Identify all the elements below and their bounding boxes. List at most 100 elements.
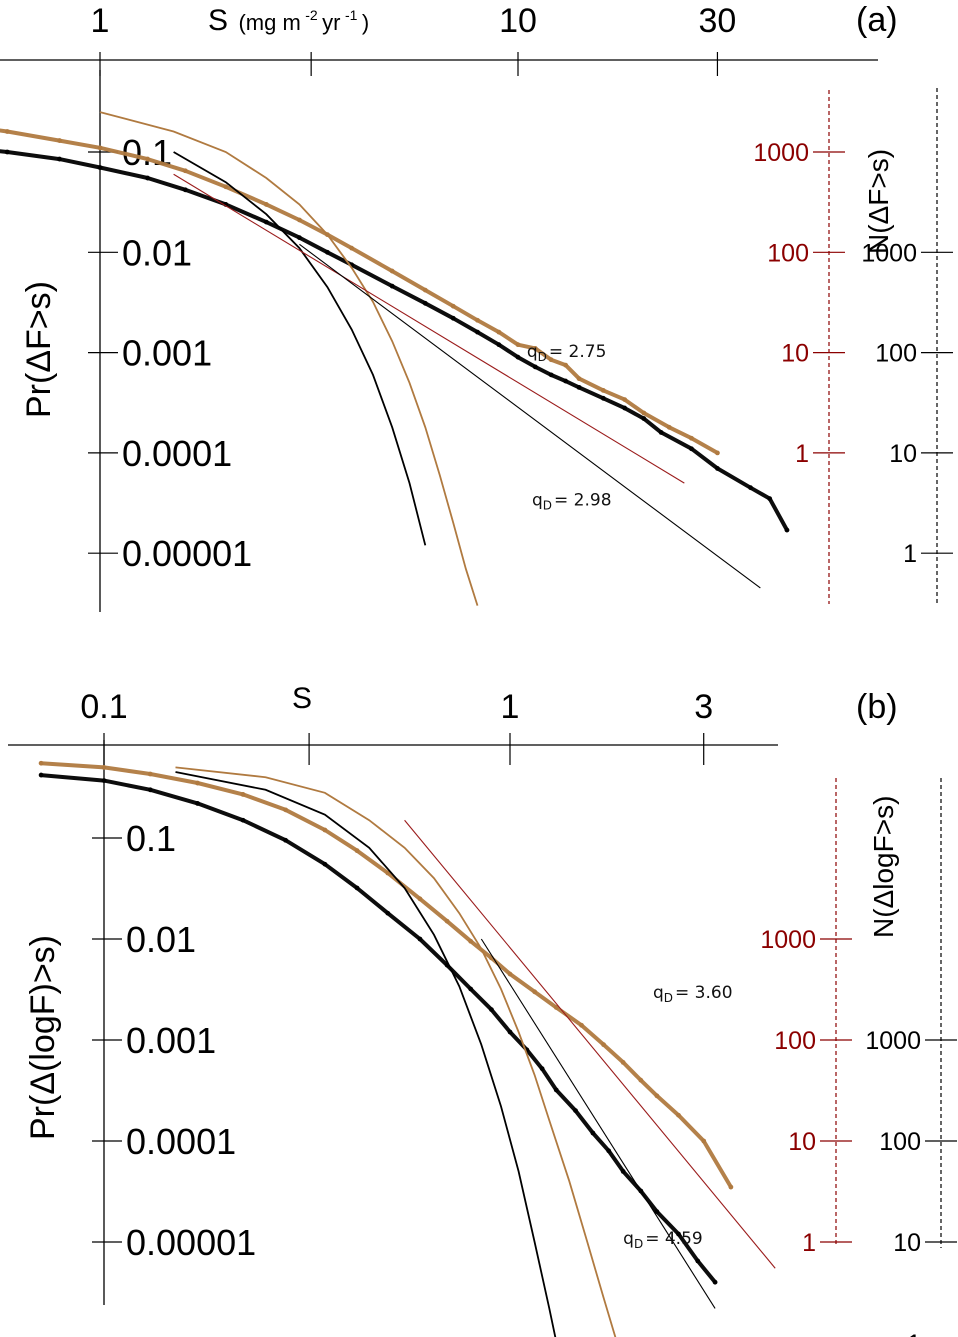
fine-empirical-point bbox=[385, 910, 391, 916]
bulk-empirical-point bbox=[689, 435, 694, 441]
fine-empirical-point bbox=[590, 1130, 596, 1136]
y-tick-label: 0.001 bbox=[126, 1020, 216, 1061]
fine-exponential-fit bbox=[173, 151, 427, 546]
fine-empirical-point bbox=[4, 149, 10, 155]
qd-symbol: q bbox=[532, 490, 543, 510]
fine-empirical-point bbox=[297, 235, 302, 241]
bulk-empirical-point bbox=[182, 168, 188, 174]
bulk-empirical-point bbox=[389, 268, 395, 274]
fine-empirical-point bbox=[97, 165, 103, 170]
bulk-empirical-point bbox=[563, 362, 569, 368]
y-tick-label: 0.001 bbox=[122, 333, 212, 374]
fine-empirical-point bbox=[450, 315, 456, 321]
count-axis-fine-tick-label: 100 bbox=[875, 340, 917, 368]
qd-annotation: qD = 4.59 bbox=[623, 1229, 703, 1251]
fine-empirical-point bbox=[553, 1087, 559, 1093]
fine-empirical-point bbox=[240, 817, 246, 823]
panel-b-ylabel: Pr(Δ(logF)>s) bbox=[24, 935, 62, 1140]
fine-empirical-point bbox=[532, 364, 538, 370]
count-axis-fine-tick-label: 1 bbox=[903, 540, 917, 568]
fine-empirical-point bbox=[573, 1108, 578, 1113]
y-tick-label: 0.1 bbox=[126, 818, 176, 859]
panel-a: (a) S (mg m -2 yr -1 ) Pr(ΔF>s) N(ΔF>s) bbox=[20, 1, 898, 418]
fine-empirical-point bbox=[695, 1258, 701, 1264]
fine-empirical-point bbox=[658, 430, 664, 435]
bulk-empirical-point bbox=[422, 287, 428, 293]
qd-value: = 3.60 bbox=[675, 983, 733, 1003]
fine-empirical-point bbox=[748, 485, 753, 491]
bulk-empirical-point bbox=[417, 896, 423, 902]
fine-empirical-point bbox=[576, 384, 582, 390]
fine-power-law-fit bbox=[299, 243, 761, 589]
panel-b-xlabel: S bbox=[292, 682, 312, 715]
count-axis-fine-tick-label: 10 bbox=[889, 440, 917, 468]
bulk-empirical-point bbox=[576, 376, 582, 382]
y-tick-label: 0.1 bbox=[122, 132, 172, 173]
bulk-exponential-fit bbox=[99, 111, 479, 606]
fine-empirical-point bbox=[715, 466, 720, 471]
bulk-empirical-point bbox=[195, 780, 200, 786]
qd-value: = 2.98 bbox=[554, 490, 612, 510]
fine-empirical-trace bbox=[40, 773, 717, 1284]
fine-empirical-point bbox=[468, 986, 474, 992]
series-group bbox=[0, 111, 790, 606]
fine-empirical-point bbox=[712, 1279, 718, 1285]
fine-exponential-fit bbox=[175, 771, 557, 1337]
fine-empirical-point bbox=[389, 283, 395, 289]
bulk-empirical-point bbox=[553, 1005, 559, 1010]
x-tick-label: 0.1 bbox=[80, 688, 127, 726]
bulk-empirical-point bbox=[676, 1112, 681, 1118]
panel-a-label: (a) bbox=[856, 1, 898, 39]
bulk-empirical-point bbox=[354, 848, 360, 854]
panel-b-y2label: N(ΔlogF>s) bbox=[868, 796, 899, 938]
count-axis-bulk-tick-label: 10 bbox=[781, 340, 809, 368]
bulk-empirical-point bbox=[385, 870, 391, 876]
bulk-empirical-point bbox=[641, 410, 647, 416]
fine-empirical-point bbox=[475, 329, 480, 335]
qd-subscript: D bbox=[543, 498, 552, 512]
bulk-empirical-point bbox=[654, 1093, 660, 1099]
count-axis-fine-tick-label: 100 bbox=[879, 1128, 921, 1156]
count-axis-bulk-tick-label: 1 bbox=[802, 1229, 816, 1257]
fine-empirical-point bbox=[539, 1066, 545, 1072]
bulk-empirical-point bbox=[240, 792, 246, 797]
panel-a-xlabel-mid: yr bbox=[322, 10, 340, 35]
bulk-empirical-point bbox=[701, 1138, 707, 1144]
fine-empirical-point bbox=[263, 219, 269, 225]
bulk-empirical-point bbox=[507, 971, 513, 977]
fine-empirical-point bbox=[507, 1029, 513, 1035]
bulk-empirical-point bbox=[620, 1060, 626, 1065]
fine-empirical-point bbox=[767, 496, 773, 502]
bulk-empirical-point bbox=[515, 342, 521, 348]
bulk-power-law-fit bbox=[173, 173, 685, 484]
qd-annotation: qD = 3.60 bbox=[653, 983, 733, 1005]
panel-a-marks: 1 10 30 0.1 0.01 0.001 0.0001 0.00001 1000 100 10 1… bbox=[0, 2, 953, 612]
count-axis-fine-tick-label: 10 bbox=[893, 1229, 921, 1257]
fine-empirical-point bbox=[563, 378, 569, 384]
bulk-empirical-point bbox=[638, 1077, 644, 1083]
qd-symbol: q bbox=[623, 1229, 634, 1249]
fine-empirical-point bbox=[600, 395, 606, 401]
count-axis-bulk-tick-label: 1000 bbox=[760, 926, 816, 954]
panel-b-label: (b) bbox=[856, 688, 898, 726]
bulk-exponential-fit bbox=[175, 766, 617, 1337]
y-tick-label: 0.0001 bbox=[126, 1121, 236, 1162]
qd-symbol: q bbox=[527, 342, 538, 362]
fine-empirical-point bbox=[325, 249, 330, 255]
qd-value: = 4.59 bbox=[645, 1229, 703, 1249]
bulk-empirical-point bbox=[548, 357, 554, 363]
bulk-empirical-point bbox=[322, 827, 328, 833]
bulk-empirical-point bbox=[468, 938, 474, 944]
fine-empirical-point bbox=[182, 187, 188, 193]
panel-b-marks: 0.1 1 3 0.1 0.01 0.001 0.0001 0.00001 1000 100 10 1… bbox=[8, 688, 957, 1337]
bulk-empirical-point bbox=[600, 387, 606, 393]
fine-empirical-point bbox=[676, 1231, 681, 1237]
qd-annotation: qD = 2.98 bbox=[532, 490, 612, 512]
count-axis-bulk-tick-label: 1 bbox=[795, 440, 809, 468]
fine-empirical-point bbox=[784, 527, 790, 533]
qd-value: = 2.75 bbox=[549, 342, 607, 362]
fine-empirical-point bbox=[622, 405, 628, 411]
panel-a-xlabel: S (mg m -2 yr -1 ) bbox=[208, 4, 369, 37]
